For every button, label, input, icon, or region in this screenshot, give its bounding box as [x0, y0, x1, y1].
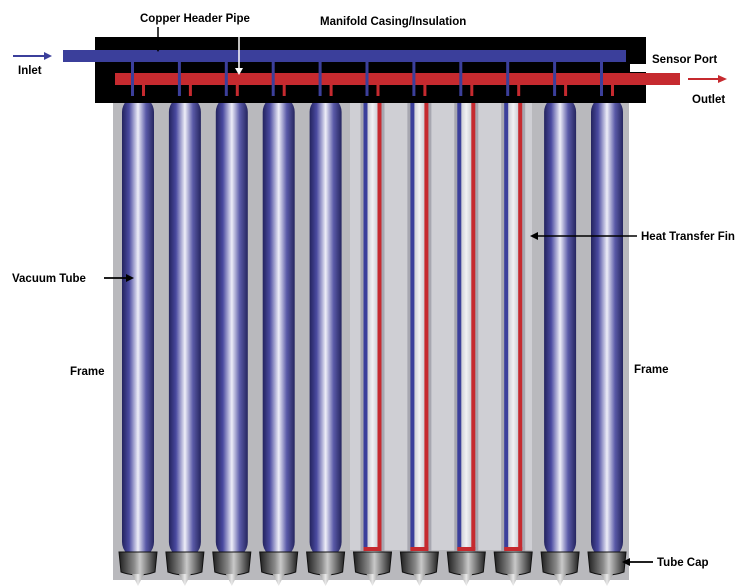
u-pipe-outlet-leg [377, 85, 382, 550]
tube-cap-tip [272, 574, 285, 586]
tube-cap [493, 551, 533, 576]
outlet-branch-stub [611, 85, 614, 96]
tube-cap-label: Tube Cap [657, 557, 709, 569]
tube-cap [259, 551, 299, 576]
tube-cap-tip [225, 574, 238, 586]
outlet-branch-stub [470, 85, 474, 96]
inlet-arrow [13, 52, 52, 60]
inlet-branch-stub [365, 62, 369, 96]
tube-cap-pointer [622, 558, 653, 566]
cutaway-tube-inner [457, 96, 476, 552]
vacuum-tube-pointer [104, 274, 134, 282]
tube-cap [587, 551, 627, 576]
outlet-branch-stub [564, 85, 568, 96]
u-pipe-outlet-leg [518, 85, 523, 550]
tube-cap [352, 551, 393, 576]
sensor-port-label: Sensor Port [652, 54, 717, 66]
outlet-label: Outlet [692, 94, 725, 106]
outlet-branch-stub [235, 85, 239, 96]
frame-left-label: Frame [70, 366, 105, 378]
inlet-label: Inlet [18, 65, 42, 77]
inlet-branch-stub [271, 62, 275, 96]
outlet-branch-stub [423, 85, 427, 96]
tube-cap-tip [554, 574, 567, 586]
u-pipe-inlet-leg [457, 85, 462, 550]
u-pipe-inlet-leg [504, 85, 509, 550]
outlet-branch-stub [188, 85, 192, 96]
u-pipe-bend [363, 547, 382, 551]
outlet-branch-stub [329, 85, 333, 96]
u-pipe-bend [410, 547, 429, 551]
inlet-branch-stub [224, 62, 228, 96]
inlet-branch-stub [506, 62, 510, 96]
vacuum-tube [168, 96, 201, 558]
tube-cap-tip [413, 574, 426, 586]
vacuum-tube [262, 96, 295, 558]
tube-cap-tip [460, 574, 473, 586]
outlet-arrow [688, 75, 727, 83]
outlet-branch-stub [142, 85, 145, 96]
copper-header-pointer-2 [235, 27, 243, 75]
tube-cap [118, 551, 158, 576]
inlet-branch-stub [553, 62, 557, 96]
tube-cap [399, 551, 439, 576]
tube-cap [446, 551, 486, 576]
cutaway-tube-inner [363, 96, 382, 552]
vacuum-tube [591, 96, 623, 558]
copper-header-pointer [154, 27, 162, 52]
tube-cap-tip [132, 574, 144, 586]
tube-cap [165, 551, 205, 576]
frame-right-label: Frame [634, 364, 669, 376]
outlet-header-pipe [115, 73, 680, 85]
u-pipe-outlet-leg [471, 85, 476, 550]
tube-cap [540, 551, 580, 576]
inlet-branch-stub [318, 62, 322, 96]
tube-cap-tip [601, 574, 613, 586]
outlet-branch-stub [282, 85, 286, 96]
u-pipe-inlet-leg [363, 85, 368, 550]
tube-cap-tip [178, 574, 191, 586]
cutaway-tube-inner [504, 96, 523, 552]
inlet-branch-stub [600, 62, 603, 96]
inlet-branch-stub [177, 62, 181, 96]
sensor-port [630, 64, 648, 72]
inlet-header-pipe [63, 50, 626, 62]
tube-cap-tip [507, 574, 520, 586]
vacuum-tube [215, 96, 248, 558]
tube-cap [212, 551, 252, 576]
manifold-casing [95, 37, 646, 103]
inlet-branch-stub [412, 62, 416, 96]
u-pipe-bend [504, 547, 523, 551]
tube-cap-tip [366, 574, 379, 586]
tube-cap [306, 551, 346, 576]
u-pipe-inlet-leg [410, 85, 415, 550]
outlet-branch-stub [376, 85, 380, 96]
vacuum-tube [122, 96, 154, 558]
inlet-branch-stub [459, 62, 463, 96]
vacuum-tube [544, 96, 577, 558]
vacuum-tube-array [118, 85, 627, 586]
header-branch-stubs [131, 62, 614, 96]
u-pipe-outlet-leg [424, 85, 429, 550]
inlet-branch-stub [131, 62, 134, 96]
cutaway-tube-inner [410, 96, 429, 552]
tube-cap-tip [319, 574, 332, 586]
vacuum-tube [309, 96, 342, 558]
u-pipe-bend [457, 547, 476, 551]
vacuum-tube-label: Vacuum Tube [12, 273, 86, 285]
manifold-casing-label: Manifold Casing/Insulation [320, 16, 466, 28]
heat-fin-pointer [530, 232, 637, 240]
outlet-branch-stub [517, 85, 521, 96]
copper-header-pipe-label: Copper Header Pipe [140, 13, 250, 25]
heat-transfer-fin-label: Heat Transfer Fin [641, 231, 735, 243]
